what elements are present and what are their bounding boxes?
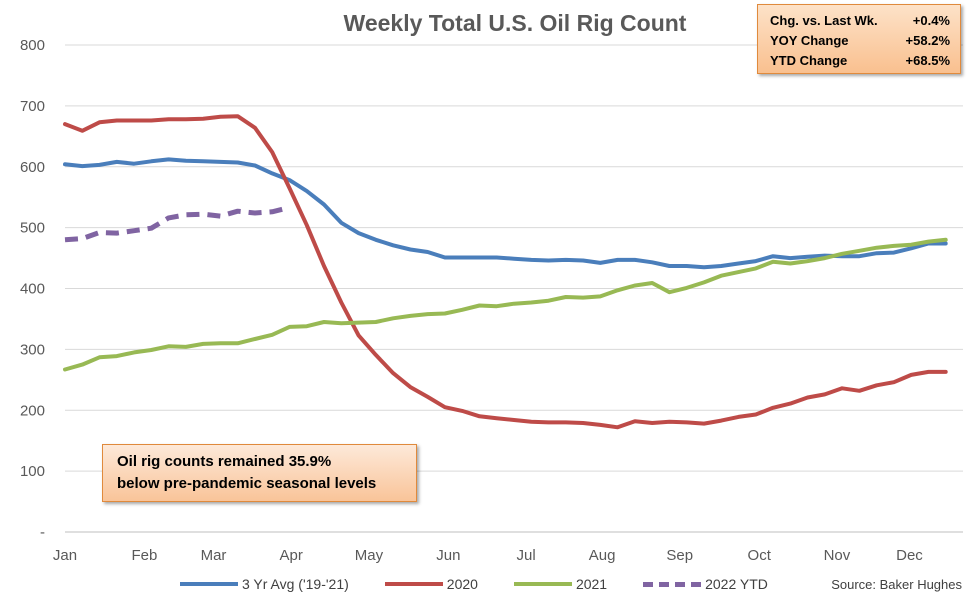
y-tick-label: 700	[20, 98, 45, 115]
y-tick-label: 500	[20, 220, 45, 237]
legend-item-2020: 2020	[384, 576, 478, 592]
x-tick-label: Dec	[896, 547, 923, 564]
y-tick-label: 800	[20, 37, 45, 54]
stats-label: YTD Change	[770, 53, 848, 68]
series-lines	[63, 114, 948, 430]
x-tick-label: Mar	[201, 547, 227, 564]
x-tick-label: Oct	[748, 547, 772, 564]
legend-label: 2021	[575, 576, 608, 592]
y-tick-label: 200	[20, 402, 45, 419]
annotation-box: Oil rig counts remained 35.9% below pre-…	[102, 444, 417, 502]
x-tick-label: Jul	[516, 547, 535, 564]
x-axis-ticks: Jan Feb Mar Apr May Jun Jul Aug Sep Oct Nov Dec	[53, 547, 923, 564]
stats-label: Chg. vs. Last Wk.	[770, 13, 878, 28]
series-line	[63, 157, 948, 270]
y-tick-label: 400	[20, 281, 45, 298]
x-tick-label: Jan	[53, 547, 77, 564]
legend-item-2021: 2021	[513, 576, 608, 592]
chart-title: Weekly Total U.S. Oil Rig Count	[344, 10, 687, 36]
y-tick-label: -	[40, 524, 45, 541]
stats-box: Chg. vs. Last Wk. +0.4% YOY Change +58.2…	[757, 4, 961, 74]
x-tick-label: Jun	[436, 547, 460, 564]
y-tick-label: 600	[20, 159, 45, 176]
series-line	[63, 114, 948, 430]
stats-row-weekly: Chg. vs. Last Wk. +0.4%	[770, 11, 950, 31]
legend-item-2022-ytd: 2022 YTD	[643, 576, 768, 592]
legend-swatch	[643, 581, 702, 587]
x-tick-label: Nov	[824, 547, 851, 564]
stats-value: +0.4%	[912, 13, 950, 28]
x-tick-label: Sep	[666, 547, 693, 564]
x-tick-label: Apr	[280, 547, 303, 564]
legend-swatch	[384, 582, 443, 586]
series-line	[63, 237, 948, 372]
source-note: Source: Baker Hughes	[831, 577, 962, 592]
legend-swatch	[513, 582, 572, 586]
legend-label: 2022 YTD	[705, 576, 768, 592]
legend-label: 3 Yr Avg ('19-'21)	[242, 576, 349, 592]
stats-value: +68.5%	[905, 53, 950, 68]
y-tick-label: 300	[20, 341, 45, 358]
grid-lines	[65, 44, 963, 472]
y-axis-ticks: - 100 200 300 400 500 600 700 800	[20, 37, 45, 541]
legend-swatch	[180, 582, 238, 586]
legend-label: 2020	[446, 576, 478, 592]
y-tick-label: 100	[20, 463, 45, 480]
x-tick-label: Feb	[132, 547, 158, 564]
series-line	[64, 205, 291, 243]
stats-label: YOY Change	[770, 33, 849, 48]
annotation-line: below pre-pandemic seasonal levels	[117, 475, 377, 492]
stats-row-yoy: YOY Change +58.2%	[770, 31, 950, 51]
x-tick-label: May	[355, 547, 384, 564]
legend-item-3yr-avg: 3 Yr Avg ('19-'21)	[180, 576, 349, 592]
stats-row-ytd: YTD Change +68.5%	[770, 51, 950, 71]
x-tick-label: Aug	[589, 547, 616, 564]
stats-value: +58.2%	[905, 33, 950, 48]
annotation-line: Oil rig counts remained 35.9%	[117, 453, 332, 470]
legend: 3 Yr Avg ('19-'21) 2020 2021 2022 YTD	[180, 574, 804, 594]
